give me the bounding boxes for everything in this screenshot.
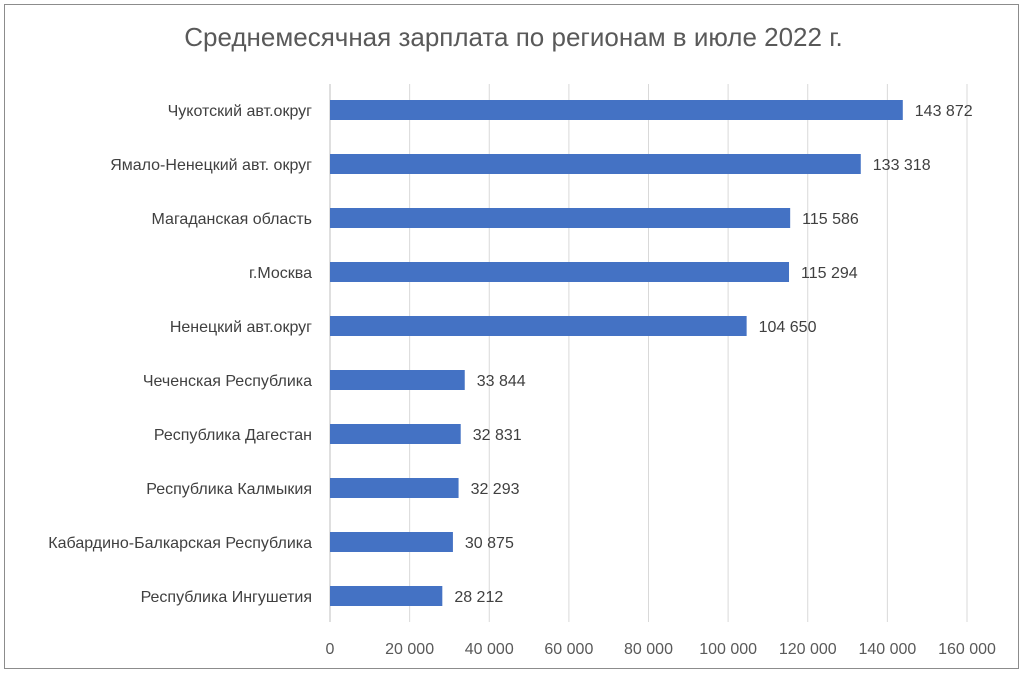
category-label: Республика Калмыкия (146, 481, 312, 498)
category-label: Магаданская область (152, 211, 312, 228)
bar (330, 586, 443, 606)
x-tick-label: 60 000 (544, 641, 593, 658)
x-tick-label: 20 000 (385, 641, 434, 658)
x-tick-label: 0 (326, 641, 335, 658)
value-labels: 143 872 133 318 115 586 115 294 104 650 33 84… (454, 103, 972, 606)
category-label: Республика Дагестан (154, 427, 312, 444)
value-label: 32 831 (473, 427, 522, 444)
value-label: 133 318 (873, 157, 931, 174)
category-labels: Чукотский авт.округ Ямало-Ненецкий авт. о… (48, 103, 312, 606)
category-label: Кабардино-Балкарская Республика (48, 535, 312, 552)
category-label: г.Москва (249, 265, 312, 282)
tick-labels: 0 20 000 40 000 60 000 80 000 100 000 120 000 1… (326, 641, 996, 658)
value-label: 28 212 (454, 589, 503, 606)
bar (330, 208, 791, 228)
category-label: Ненецкий авт.округ (170, 319, 312, 336)
bar (330, 316, 747, 336)
chart-title: Среднемесячная зарплата по регионам в ию… (184, 22, 843, 52)
bar (330, 154, 861, 174)
bar (330, 100, 903, 120)
bar (330, 478, 459, 498)
bar (330, 424, 461, 444)
category-label: Ямало-Ненецкий авт. округ (110, 157, 312, 174)
value-label: 115 294 (801, 265, 858, 282)
value-label: 30 875 (465, 535, 514, 552)
value-label: 115 586 (802, 211, 859, 228)
bars (330, 100, 903, 606)
x-tick-label: 120 000 (779, 641, 837, 658)
x-tick-label: 80 000 (624, 641, 673, 658)
value-label: 104 650 (759, 319, 817, 336)
x-tick-label: 160 000 (938, 641, 996, 658)
value-label: 143 872 (915, 103, 973, 120)
bar (330, 262, 790, 282)
category-label: Республика Ингушетия (141, 589, 312, 606)
value-label: 32 293 (471, 481, 520, 498)
category-label: Чукотский авт.округ (168, 103, 313, 120)
value-label: 33 844 (477, 373, 526, 390)
bar (330, 532, 453, 552)
x-tick-label: 140 000 (858, 641, 916, 658)
x-tick-label: 40 000 (465, 641, 514, 658)
category-label: Чеченская Республика (143, 373, 312, 390)
x-tick-label: 100 000 (699, 641, 757, 658)
bar (330, 370, 465, 390)
